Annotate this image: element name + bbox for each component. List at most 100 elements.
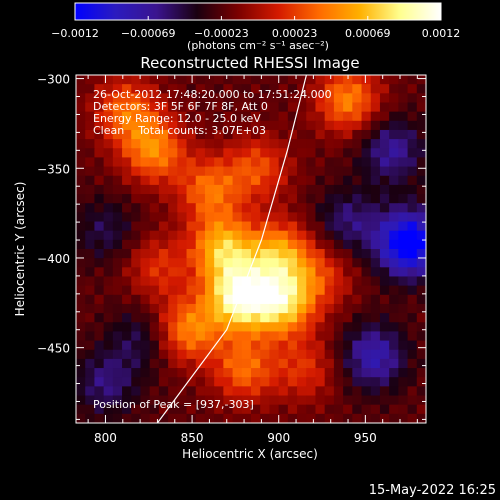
heatmap-cell — [297, 303, 307, 314]
heatmap-cell — [398, 313, 409, 323]
heatmap-cell — [379, 221, 390, 232]
heatmap-cell — [149, 340, 160, 351]
heatmap-cell — [407, 249, 418, 259]
heatmap-cell — [269, 166, 280, 177]
heatmap-cell — [241, 249, 252, 259]
heatmap-cell — [122, 331, 132, 342]
heatmap-cell — [333, 139, 344, 149]
heatmap-cell — [103, 93, 114, 104]
heatmap-cell — [361, 194, 372, 204]
heatmap-cell — [416, 368, 426, 378]
heatmap-cell — [287, 413, 298, 423]
heatmap-cell — [168, 276, 178, 287]
heatmap-cell — [195, 184, 206, 195]
heatmap-cell — [389, 139, 399, 149]
heatmap-cell — [370, 322, 381, 333]
heatmap-cell — [131, 93, 142, 104]
heatmap-cell — [287, 157, 298, 168]
heatmap-cell — [315, 303, 326, 314]
heatmap-cell — [112, 294, 123, 305]
heatmap-cell — [158, 395, 169, 406]
heatmap-cell — [122, 377, 132, 387]
heatmap-cell — [343, 294, 353, 305]
heatmap-cell — [407, 331, 418, 342]
heatmap-cell — [177, 157, 188, 168]
heatmap-cell — [352, 285, 363, 296]
heatmap-cell — [407, 157, 418, 168]
heatmap-cell — [195, 313, 206, 323]
heatmap-cell — [186, 203, 197, 213]
heatmap-cell — [352, 249, 363, 259]
heatmap-cell — [103, 349, 114, 360]
heatmap-cell — [131, 194, 142, 204]
heatmap-cell — [269, 404, 280, 415]
heatmap-cell — [389, 166, 399, 177]
heatmap-cell — [287, 368, 298, 378]
heatmap-cell — [260, 175, 271, 186]
heatmap-cell — [168, 102, 178, 113]
heatmap-cell — [287, 84, 298, 94]
heatmap-cell — [158, 368, 169, 378]
heatmap-cell — [149, 368, 160, 378]
heatmap-cell — [94, 294, 105, 305]
heatmap-cell — [324, 340, 335, 351]
heatmap-cell — [333, 331, 344, 342]
heatmap-cell — [269, 93, 280, 104]
heatmap-cell — [204, 93, 215, 104]
heatmap-cell — [315, 386, 326, 397]
heatmap-cell — [85, 358, 96, 369]
heatmap-cell — [260, 395, 271, 406]
heatmap-cell — [140, 368, 151, 378]
heatmap-cell — [352, 377, 363, 387]
heatmap-cell — [297, 139, 307, 149]
heatmap-cell — [407, 322, 418, 333]
heatmap-cell — [315, 120, 326, 131]
heatmap-cell — [361, 84, 372, 94]
heatmap-cell — [214, 303, 224, 314]
heatmap-cell — [122, 386, 132, 397]
heatmap-cell — [85, 129, 96, 140]
heatmap-cell — [306, 258, 317, 268]
heatmap-cell — [241, 285, 252, 296]
heatmap-cell — [278, 331, 289, 342]
heatmap-cell — [416, 404, 426, 415]
heatmap-cell — [416, 139, 426, 149]
heatmap-cell — [278, 395, 289, 406]
heatmap-cell — [333, 93, 344, 104]
heatmap-cell — [195, 203, 206, 213]
colorbar-tick-label: −0.0012 — [51, 27, 99, 40]
heatmap-cell — [333, 129, 344, 140]
heatmap-cell — [186, 102, 197, 113]
heatmap-cell — [269, 267, 280, 278]
heatmap-cell — [324, 148, 335, 159]
heatmap-cell — [398, 111, 409, 122]
heatmap-cell — [389, 377, 399, 387]
heatmap-cell — [370, 129, 381, 140]
heatmap-cell — [168, 349, 178, 360]
heatmap-cell — [260, 267, 271, 278]
heatmap-cell — [297, 175, 307, 186]
heatmap-cell — [122, 93, 132, 104]
heatmap-cell — [352, 111, 363, 122]
heatmap-cell — [158, 221, 169, 232]
heatmap-cell — [103, 129, 114, 140]
heatmap-cell — [416, 358, 426, 369]
heatmap-cell — [333, 203, 344, 213]
heatmap-cell — [251, 139, 261, 149]
heatmap-cell — [177, 175, 188, 186]
heatmap-cell — [361, 322, 372, 333]
heatmap-cell — [416, 157, 426, 168]
heatmap-cell — [352, 276, 363, 287]
heatmap-cell — [204, 239, 215, 250]
heatmap-cell — [269, 386, 280, 397]
heatmap-cell — [186, 148, 197, 159]
heatmap-cell — [260, 294, 271, 305]
heatmap-cell — [251, 258, 261, 268]
y-tick-label: −300 — [37, 73, 70, 87]
heatmap-cell — [352, 258, 363, 268]
heatmap-cell — [94, 303, 105, 314]
colorbar-tick-label: 0.0012 — [422, 27, 461, 40]
heatmap-cell — [241, 203, 252, 213]
heatmap-cell — [324, 75, 335, 85]
heatmap-cell — [131, 258, 142, 268]
